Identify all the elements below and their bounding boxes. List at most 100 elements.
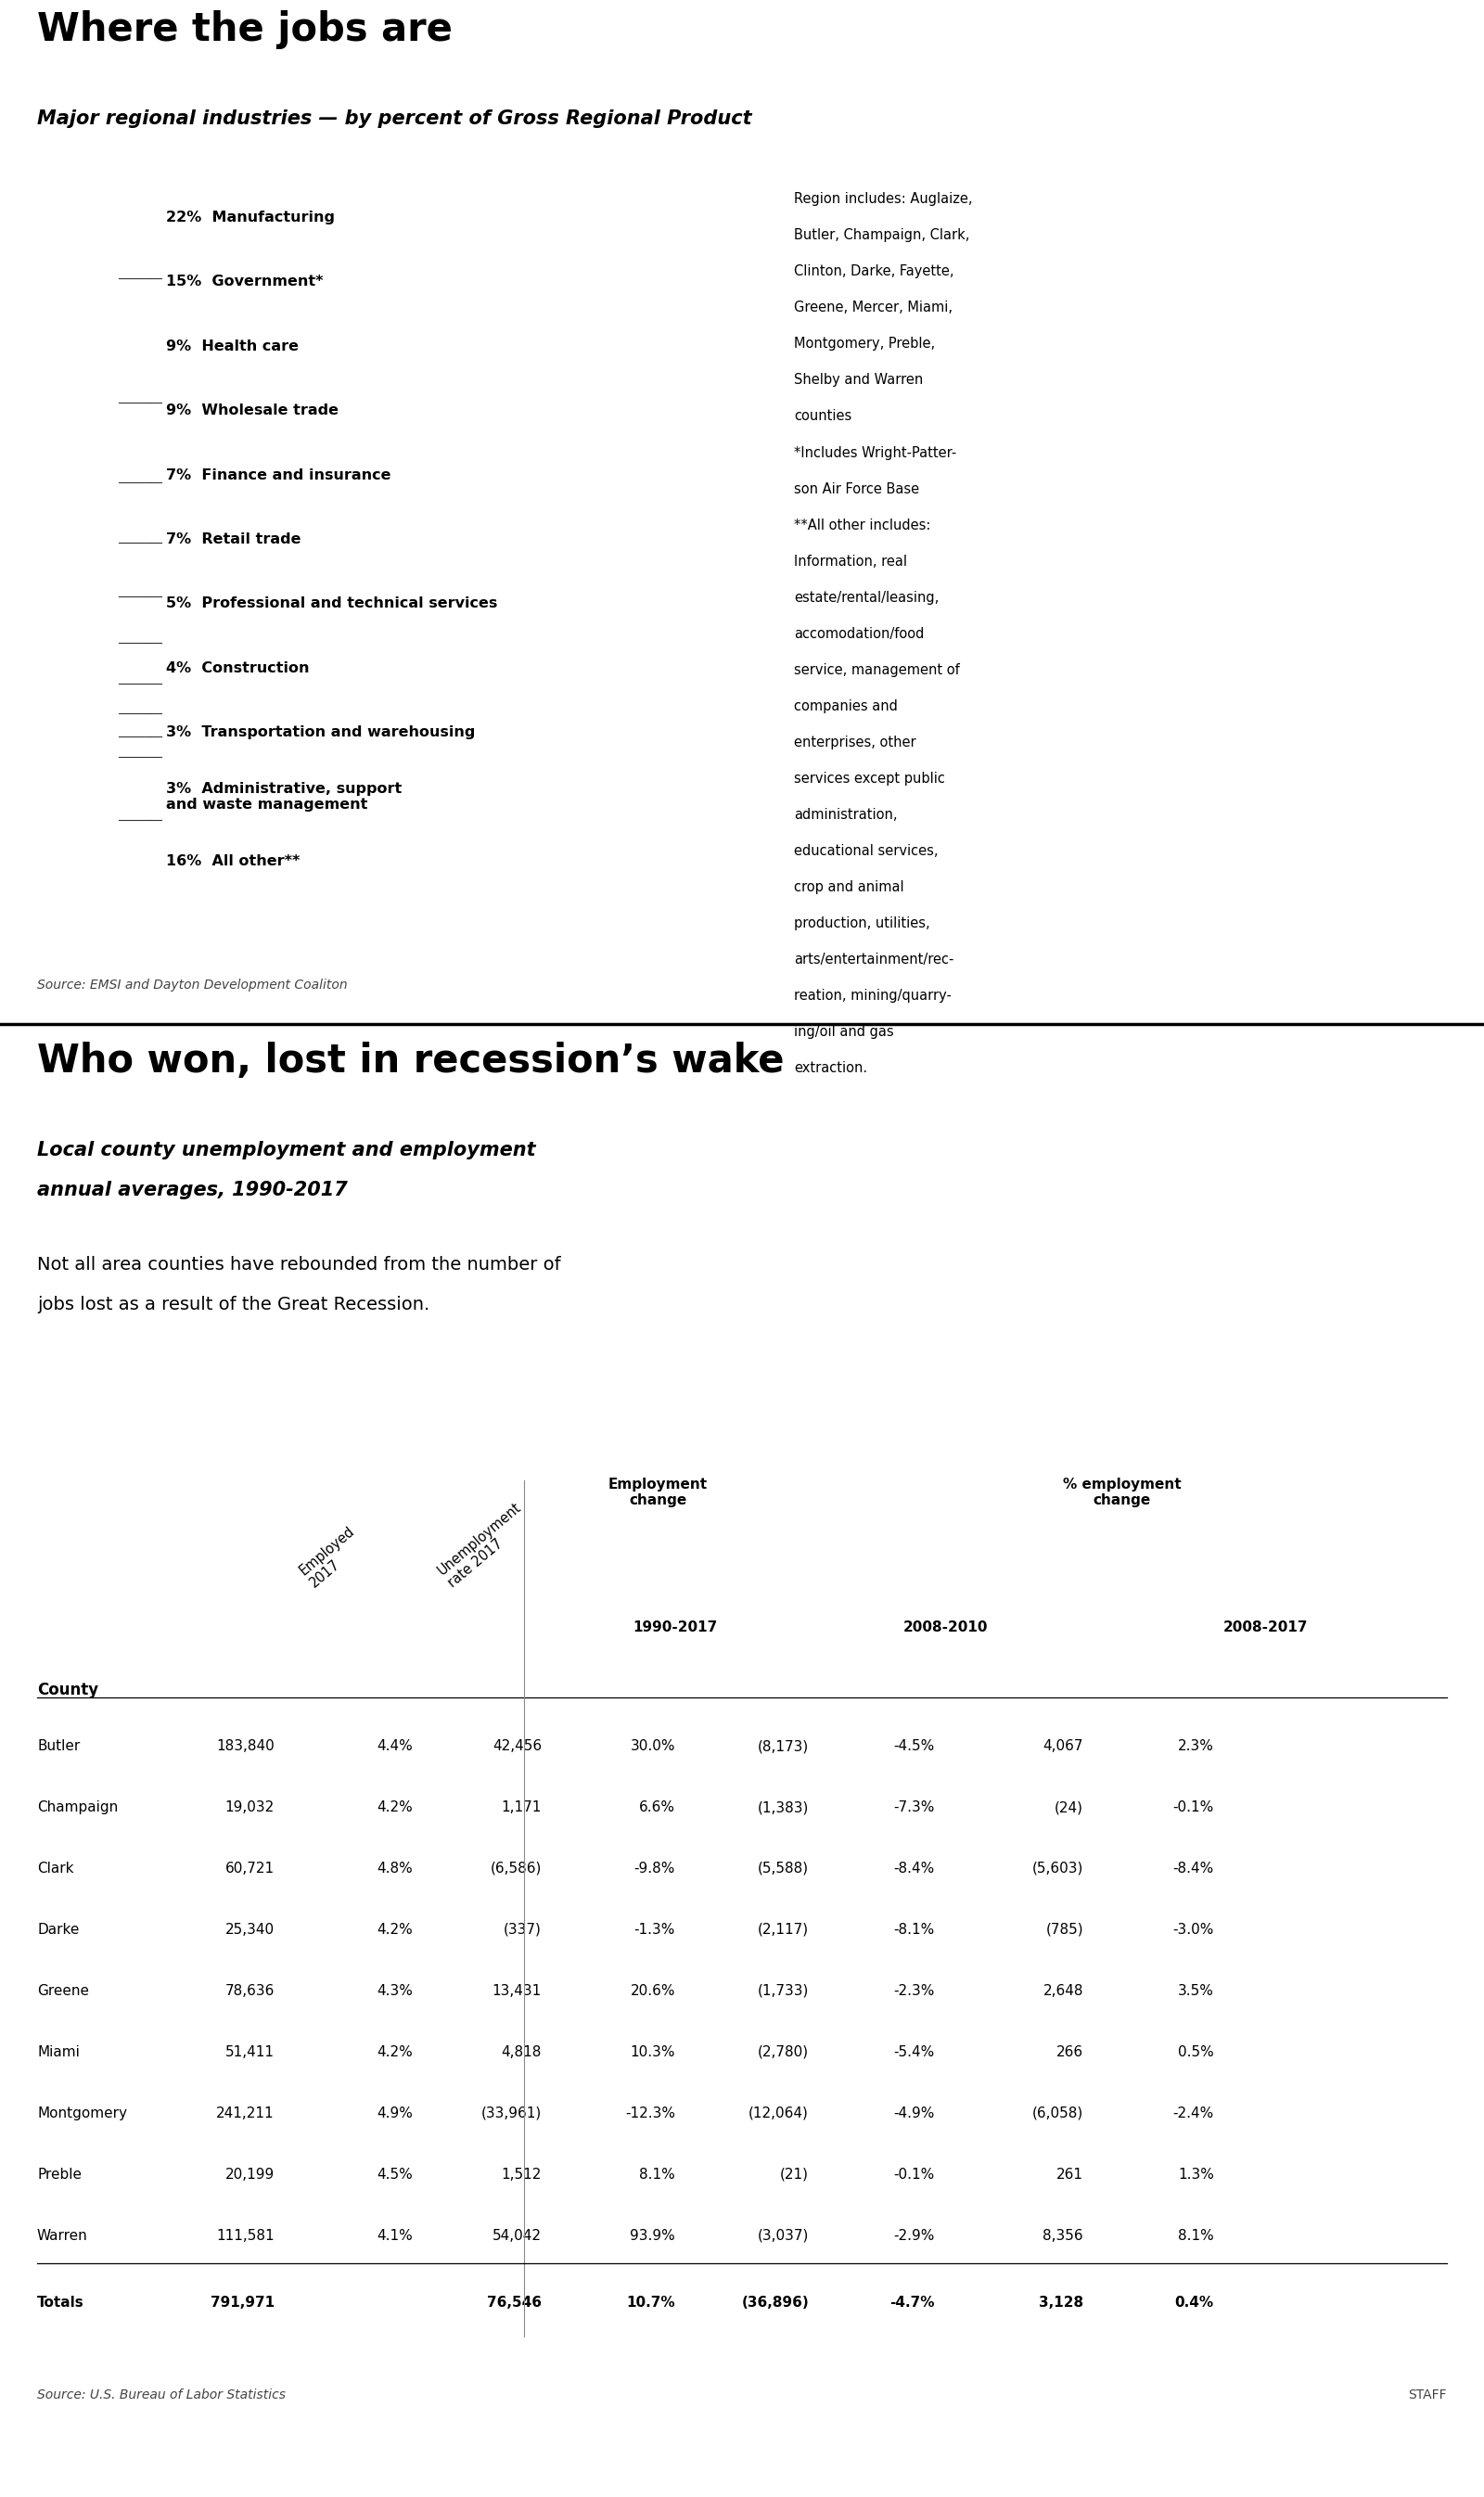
Text: 5%  Professional and technical services: 5% Professional and technical services [166, 597, 497, 612]
Text: 20,199: 20,199 [226, 2167, 275, 2182]
Text: Information, real: Information, real [794, 554, 907, 569]
Text: 1990-2017: 1990-2017 [632, 1621, 718, 1636]
Text: 19,032: 19,032 [226, 1800, 275, 1815]
Text: 51,411: 51,411 [226, 2045, 275, 2060]
Text: son Air Force Base: son Air Force Base [794, 482, 919, 497]
Text: 183,840: 183,840 [217, 1740, 275, 1753]
Text: 60,721: 60,721 [226, 1863, 275, 1875]
Text: Unemployment
rate 2017: Unemployment rate 2017 [435, 1501, 534, 1591]
Text: 4.3%: 4.3% [377, 1985, 413, 1998]
Text: 261: 261 [1057, 2167, 1083, 2182]
Text: Miami: Miami [37, 2045, 80, 2060]
Text: Greene, Mercer, Miami,: Greene, Mercer, Miami, [794, 302, 953, 315]
Text: counties: counties [794, 410, 852, 424]
Text: 10.3%: 10.3% [631, 2045, 675, 2060]
Text: 30.0%: 30.0% [631, 1740, 675, 1753]
Text: 111,581: 111,581 [217, 2230, 275, 2242]
Text: accomodation/food: accomodation/food [794, 627, 925, 642]
Text: 4.2%: 4.2% [377, 1923, 413, 1938]
Text: services except public: services except public [794, 772, 945, 787]
Text: service, management of: service, management of [794, 662, 960, 677]
Text: 10.7%: 10.7% [626, 2295, 675, 2310]
Text: Not all area counties have rebounded from the number of: Not all area counties have rebounded fro… [37, 1256, 561, 1273]
Text: -8.4%: -8.4% [1172, 1863, 1214, 1875]
Text: 25,340: 25,340 [226, 1923, 275, 1938]
Text: -2.9%: -2.9% [893, 2230, 935, 2242]
Text: 0.5%: 0.5% [1178, 2045, 1214, 2060]
Text: Warren: Warren [37, 2230, 88, 2242]
Text: Who won, lost in recession’s wake: Who won, lost in recession’s wake [37, 1041, 784, 1081]
Text: 42,456: 42,456 [493, 1740, 542, 1753]
Text: 1,171: 1,171 [502, 1800, 542, 1815]
Text: 8.1%: 8.1% [640, 2167, 675, 2182]
Text: (2,780): (2,780) [758, 2045, 809, 2060]
Text: 4.5%: 4.5% [377, 2167, 413, 2182]
Text: (36,896): (36,896) [742, 2295, 809, 2310]
Text: Clinton, Darke, Fayette,: Clinton, Darke, Fayette, [794, 265, 954, 280]
Text: % employment
change: % employment change [1063, 1478, 1181, 1508]
Text: -8.4%: -8.4% [893, 1863, 935, 1875]
Text: (3,037): (3,037) [757, 2230, 809, 2242]
Text: Where the jobs are: Where the jobs are [37, 10, 453, 50]
Text: 2.3%: 2.3% [1178, 1740, 1214, 1753]
Text: -1.3%: -1.3% [634, 1923, 675, 1938]
Text: Local county unemployment and employment: Local county unemployment and employment [37, 1141, 536, 1159]
Text: ing/oil and gas: ing/oil and gas [794, 1026, 893, 1039]
Text: 3%  Transportation and warehousing: 3% Transportation and warehousing [166, 727, 475, 739]
Text: 76,546: 76,546 [487, 2295, 542, 2310]
Text: County: County [37, 1683, 98, 1698]
Text: 4.2%: 4.2% [377, 1800, 413, 1815]
Text: 2008-2010: 2008-2010 [904, 1621, 988, 1636]
Text: 13,431: 13,431 [493, 1985, 542, 1998]
Text: 93.9%: 93.9% [631, 2230, 675, 2242]
Text: 4.4%: 4.4% [377, 1740, 413, 1753]
Text: companies and: companies and [794, 699, 898, 714]
Text: (5,603): (5,603) [1031, 1863, 1083, 1875]
Text: (33,961): (33,961) [481, 2107, 542, 2120]
Text: Source: U.S. Bureau of Labor Statistics: Source: U.S. Bureau of Labor Statistics [37, 2390, 285, 2402]
Text: -5.4%: -5.4% [893, 2045, 935, 2060]
Text: 241,211: 241,211 [217, 2107, 275, 2120]
Text: Region includes: Auglaize,: Region includes: Auglaize, [794, 192, 972, 207]
Text: -4.7%: -4.7% [890, 2295, 935, 2310]
Text: 4.2%: 4.2% [377, 2045, 413, 2060]
Text: 7%  Finance and insurance: 7% Finance and insurance [166, 467, 392, 482]
Text: -3.0%: -3.0% [1172, 1923, 1214, 1938]
Text: -4.5%: -4.5% [893, 1740, 935, 1753]
Text: 8.1%: 8.1% [1178, 2230, 1214, 2242]
Text: Butler, Champaign, Clark,: Butler, Champaign, Clark, [794, 227, 969, 242]
Text: 9%  Health care: 9% Health care [166, 340, 298, 352]
Text: educational services,: educational services, [794, 844, 938, 859]
Text: -0.1%: -0.1% [893, 2167, 935, 2182]
Text: Major regional industries — by percent of Gross Regional Product: Major regional industries — by percent o… [37, 110, 752, 127]
Text: Employment
change: Employment change [608, 1478, 708, 1508]
Text: Champaign: Champaign [37, 1800, 119, 1815]
Text: -8.1%: -8.1% [893, 1923, 935, 1938]
Text: 6.6%: 6.6% [640, 1800, 675, 1815]
Text: 22%  Manufacturing: 22% Manufacturing [166, 210, 335, 225]
Text: 20.6%: 20.6% [631, 1985, 675, 1998]
Text: 4.1%: 4.1% [377, 2230, 413, 2242]
Text: Employed
2017: Employed 2017 [297, 1523, 368, 1591]
Text: (5,588): (5,588) [758, 1863, 809, 1875]
Text: -9.8%: -9.8% [634, 1863, 675, 1875]
Text: STAFF: STAFF [1408, 2390, 1447, 2402]
Text: 78,636: 78,636 [226, 1985, 275, 1998]
Text: 4.8%: 4.8% [377, 1863, 413, 1875]
Text: 9%  Wholesale trade: 9% Wholesale trade [166, 405, 338, 417]
Text: 0.4%: 0.4% [1175, 2295, 1214, 2310]
Text: **All other includes:: **All other includes: [794, 519, 930, 532]
Text: arts/entertainment/rec-: arts/entertainment/rec- [794, 951, 954, 966]
Text: Shelby and Warren: Shelby and Warren [794, 372, 923, 387]
Text: production, utilities,: production, utilities, [794, 916, 930, 931]
Text: estate/rental/leasing,: estate/rental/leasing, [794, 592, 939, 604]
Text: (337): (337) [503, 1923, 542, 1938]
Text: -2.4%: -2.4% [1172, 2107, 1214, 2120]
Text: 2,648: 2,648 [1043, 1985, 1083, 1998]
Text: administration,: administration, [794, 809, 898, 822]
Text: 3,128: 3,128 [1039, 2295, 1083, 2310]
Text: enterprises, other: enterprises, other [794, 734, 916, 749]
Text: 4,067: 4,067 [1043, 1740, 1083, 1753]
Text: (24): (24) [1055, 1800, 1083, 1815]
Text: Clark: Clark [37, 1863, 74, 1875]
